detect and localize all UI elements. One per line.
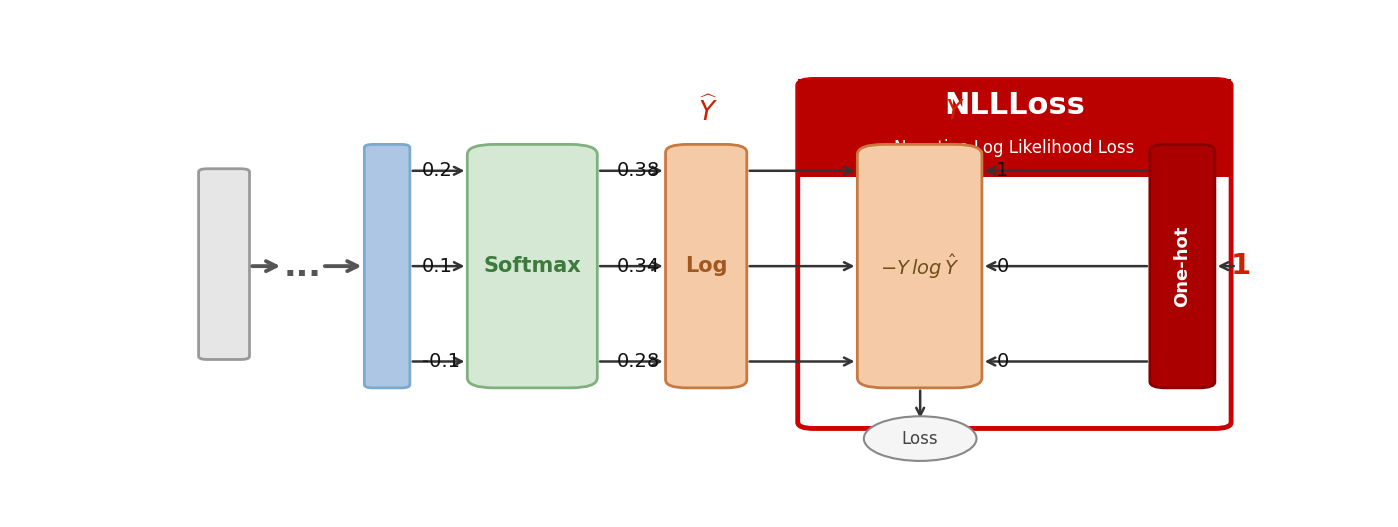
Text: $Y$: $Y$ [945, 99, 965, 125]
Text: Log: Log [685, 256, 727, 276]
Text: 0.2: 0.2 [422, 161, 453, 180]
Text: 0: 0 [997, 352, 1008, 371]
FancyBboxPatch shape [857, 144, 981, 388]
Text: 0.1: 0.1 [422, 257, 453, 276]
Text: 0.34: 0.34 [617, 257, 660, 276]
FancyBboxPatch shape [665, 144, 747, 388]
Text: 1: 1 [997, 161, 1009, 180]
FancyBboxPatch shape [467, 144, 597, 388]
Ellipse shape [864, 416, 976, 461]
Text: Negative Log Likelihood Loss: Negative Log Likelihood Loss [895, 140, 1135, 158]
Text: ...: ... [284, 250, 322, 282]
Text: $\widehat{Y}$: $\widehat{Y}$ [698, 96, 719, 128]
Text: One-hot: One-hot [1173, 226, 1191, 307]
Text: Loss: Loss [902, 430, 938, 447]
Text: NLLLoss: NLLLoss [944, 91, 1085, 120]
FancyBboxPatch shape [365, 144, 410, 388]
FancyBboxPatch shape [798, 80, 1232, 177]
FancyBboxPatch shape [199, 169, 249, 359]
FancyBboxPatch shape [798, 80, 1232, 428]
Text: 0.38: 0.38 [617, 161, 660, 180]
FancyBboxPatch shape [1149, 144, 1215, 388]
Bar [798, 80, 1232, 177]
Text: Softmax: Softmax [484, 256, 582, 276]
Text: 0.28: 0.28 [617, 352, 660, 371]
Text: 0: 0 [997, 257, 1008, 276]
Text: $-Y\,log\,\hat{Y}$: $-Y\,log\,\hat{Y}$ [879, 252, 959, 280]
Text: 1: 1 [1230, 252, 1251, 280]
Text: -0.1: -0.1 [422, 352, 460, 371]
